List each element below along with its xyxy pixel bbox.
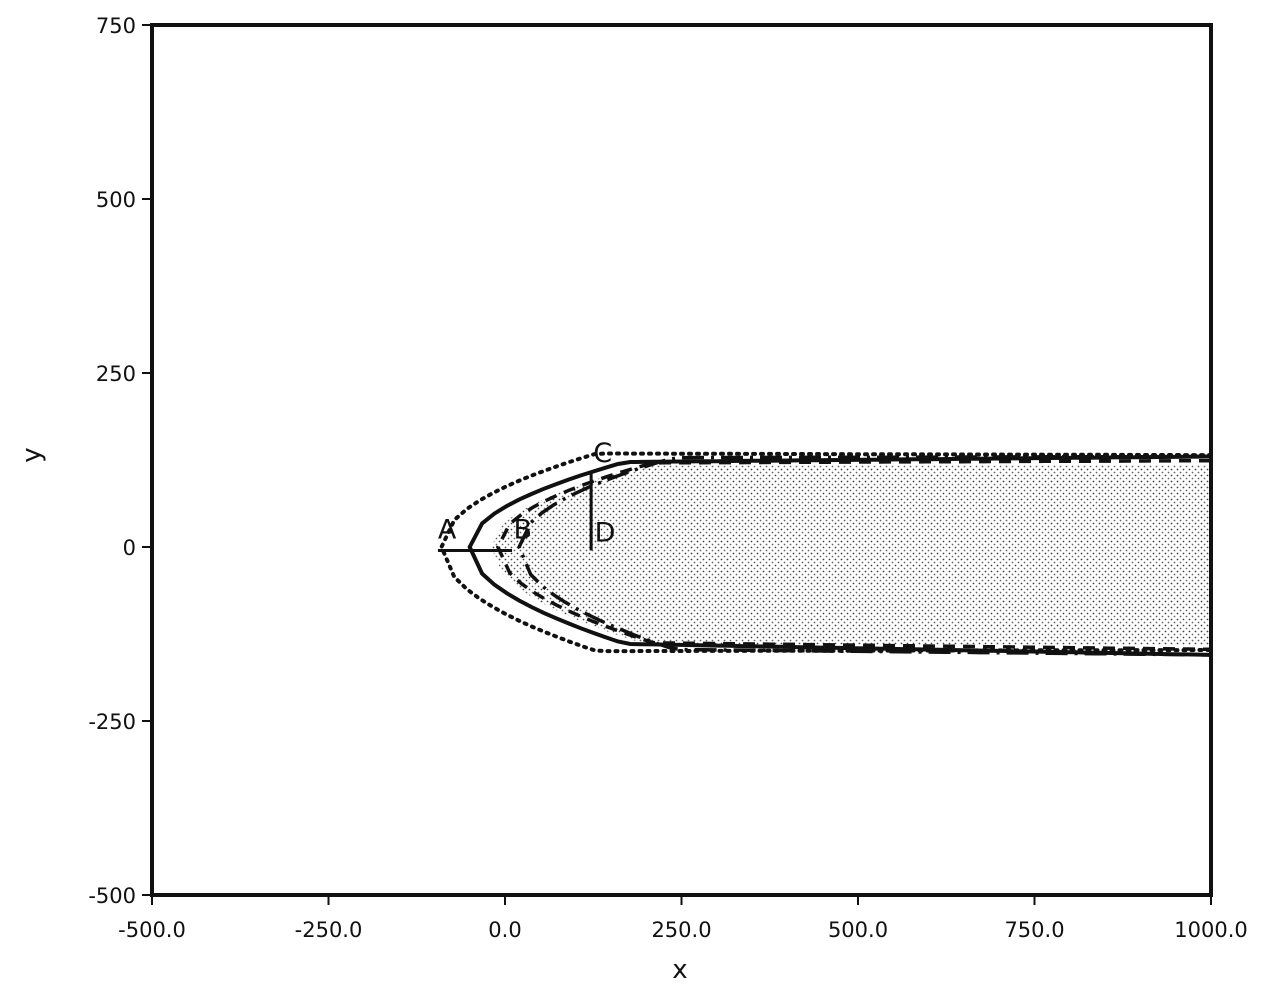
annotation-d: D — [595, 517, 616, 548]
x-tick-label: -500.0 — [118, 918, 186, 942]
series-line-dash-dot — [517, 454, 1211, 657]
x-tick-label: -250.0 — [295, 918, 363, 942]
shaded-region — [490, 464, 1211, 645]
x-tick-label: 500.0 — [828, 918, 888, 942]
y-tick-label: 500 — [96, 188, 136, 212]
x-tick-label: 250.0 — [651, 918, 711, 942]
x-axis-title: x — [672, 955, 687, 985]
y-tick-label: -250 — [88, 710, 136, 734]
annotation-b: B — [513, 515, 532, 546]
y-tick-label: 250 — [96, 362, 136, 386]
annotation-c: C — [593, 438, 612, 469]
series-line-dashed — [495, 458, 1211, 652]
y-axis-title: y — [17, 447, 47, 462]
series-line-solid — [467, 454, 1211, 657]
x-tick-label: 1000.0 — [1174, 918, 1247, 942]
x-tick-label: 0.0 — [488, 918, 521, 942]
y-tick-label: -500 — [88, 884, 136, 908]
y-tick-label: 750 — [96, 14, 136, 38]
x-tick-label: 750.0 — [1004, 918, 1064, 942]
annotation-a: A — [438, 515, 457, 546]
y-tick-label: 0 — [123, 536, 136, 560]
